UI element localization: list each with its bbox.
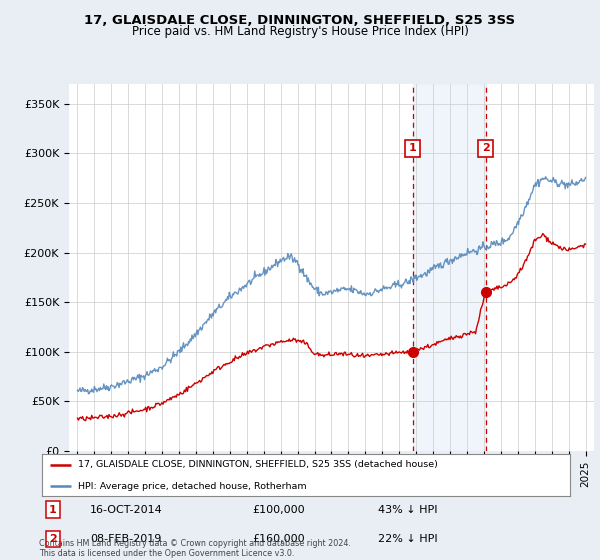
Text: 08-FEB-2019: 08-FEB-2019 [90, 534, 161, 544]
Text: 17, GLAISDALE CLOSE, DINNINGTON, SHEFFIELD, S25 3SS: 17, GLAISDALE CLOSE, DINNINGTON, SHEFFIE… [85, 14, 515, 27]
Text: Price paid vs. HM Land Registry's House Price Index (HPI): Price paid vs. HM Land Registry's House … [131, 25, 469, 38]
Text: 43% ↓ HPI: 43% ↓ HPI [378, 505, 437, 515]
Text: 2: 2 [49, 534, 56, 544]
Text: 2: 2 [482, 143, 490, 153]
Text: 1: 1 [409, 143, 416, 153]
Text: 1: 1 [49, 505, 56, 515]
Text: HPI: Average price, detached house, Rotherham: HPI: Average price, detached house, Roth… [78, 482, 307, 491]
Text: £100,000: £100,000 [252, 505, 305, 515]
Text: Contains HM Land Registry data © Crown copyright and database right 2024.
This d: Contains HM Land Registry data © Crown c… [39, 539, 351, 558]
Bar [413, 84, 485, 451]
Text: 22% ↓ HPI: 22% ↓ HPI [378, 534, 437, 544]
Text: 16-OCT-2014: 16-OCT-2014 [90, 505, 163, 515]
Text: 17, GLAISDALE CLOSE, DINNINGTON, SHEFFIELD, S25 3SS (detached house): 17, GLAISDALE CLOSE, DINNINGTON, SHEFFIE… [78, 460, 438, 469]
Text: £160,000: £160,000 [252, 534, 305, 544]
